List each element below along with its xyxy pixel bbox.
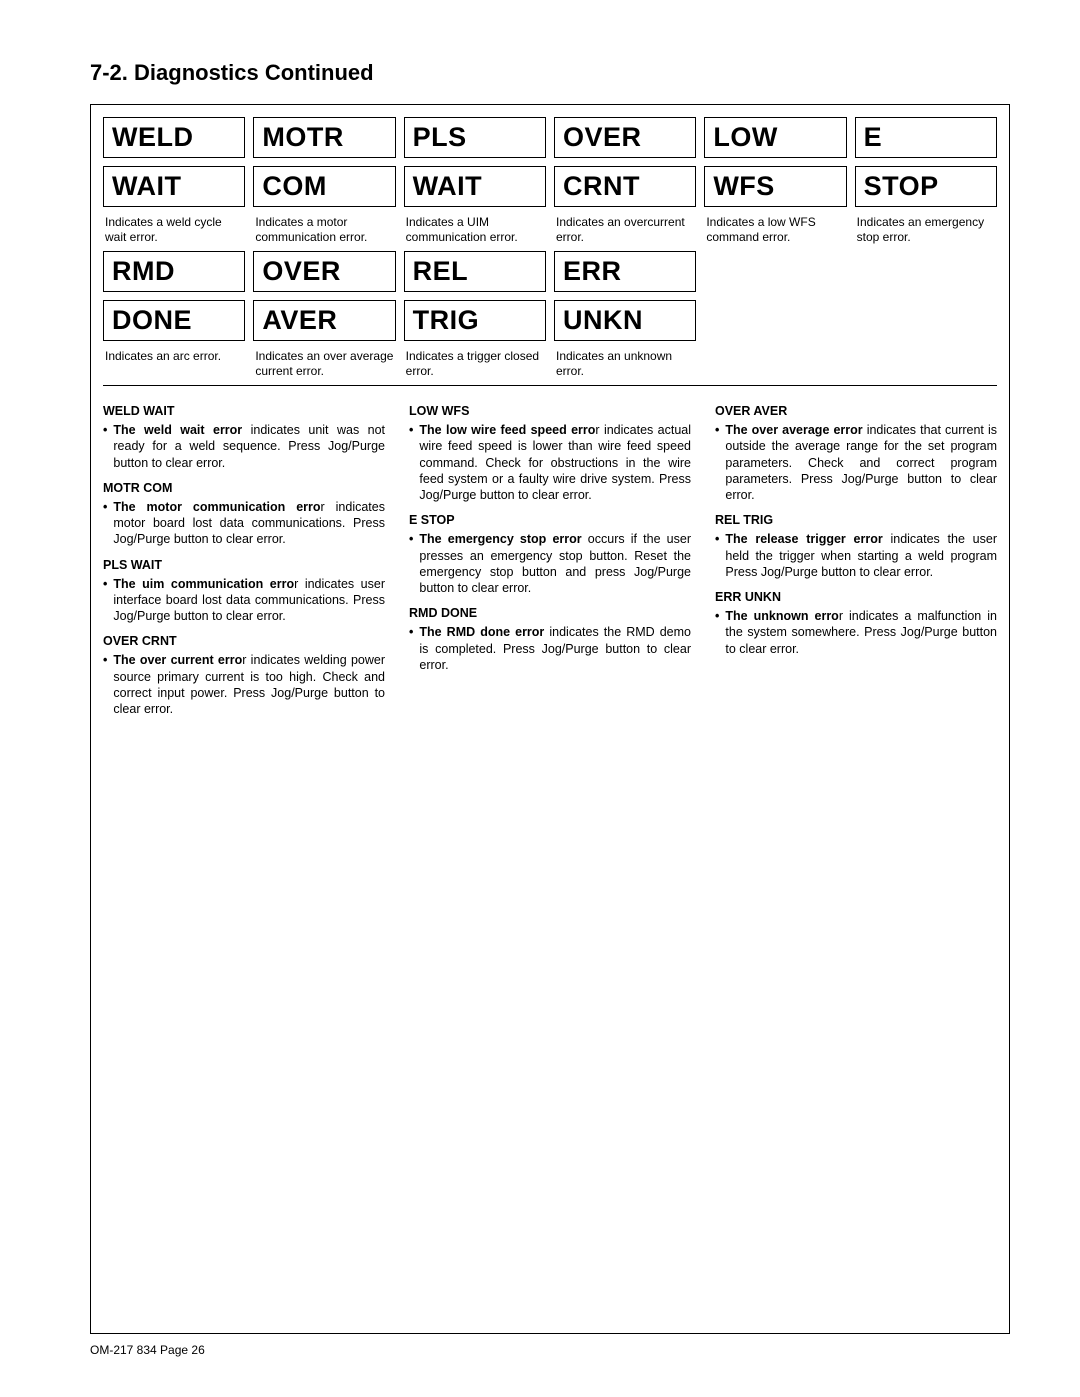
desc-body: •The weld wait error indicates unit was … bbox=[103, 422, 385, 471]
desc-item: PLS WAIT •The uim communication error in… bbox=[103, 558, 385, 625]
bullet-icon: • bbox=[103, 576, 107, 625]
code-box-bottom: COM bbox=[253, 166, 395, 207]
code-cell: WELD WAIT Indicates a weld cycle wait er… bbox=[103, 117, 245, 245]
desc-item: MOTR COM •The motor communication error … bbox=[103, 481, 385, 548]
desc-heading: ERR UNKN bbox=[715, 590, 997, 604]
desc-body: •The over current error indicates weldin… bbox=[103, 652, 385, 717]
desc-item: ERR UNKN •The unknown error indicates a … bbox=[715, 590, 997, 657]
code-caption: Indicates an over average current error. bbox=[253, 349, 395, 379]
bullet-icon: • bbox=[103, 652, 107, 717]
code-box-top: OVER bbox=[554, 117, 696, 158]
description-columns: WELD WAIT •The weld wait error indicates… bbox=[103, 404, 997, 727]
desc-heading: WELD WAIT bbox=[103, 404, 385, 418]
code-box-bottom: DONE bbox=[103, 300, 245, 341]
code-cell: RMD DONE Indicates an arc error. bbox=[103, 251, 245, 379]
code-box-top: MOTR bbox=[253, 117, 395, 158]
code-box-bottom: TRIG bbox=[404, 300, 546, 341]
code-box-bottom: WFS bbox=[704, 166, 846, 207]
code-caption: Indicates a low WFS command error. bbox=[704, 215, 846, 245]
bullet-icon: • bbox=[715, 608, 719, 657]
code-box-top: ERR bbox=[554, 251, 696, 292]
code-grid-row-2: RMD DONE Indicates an arc error. OVER AV… bbox=[103, 251, 997, 379]
desc-item: RMD DONE •The RMD done error indicates t… bbox=[409, 606, 691, 673]
desc-column-1: WELD WAIT •The weld wait error indicates… bbox=[103, 404, 385, 727]
bullet-icon: • bbox=[715, 422, 719, 503]
code-cell-empty bbox=[855, 251, 997, 379]
desc-item: OVER CRNT •The over current error indica… bbox=[103, 634, 385, 717]
code-box-top: WELD bbox=[103, 117, 245, 158]
desc-body: •The low wire feed speed error indicates… bbox=[409, 422, 691, 503]
desc-body: •The over average error indicates that c… bbox=[715, 422, 997, 503]
desc-body: •The unknown error indicates a malfuncti… bbox=[715, 608, 997, 657]
desc-item: REL TRIG •The release trigger error indi… bbox=[715, 513, 997, 580]
desc-item: E STOP •The emergency stop error occurs … bbox=[409, 513, 691, 596]
page-footer: OM-217 834 Page 26 bbox=[90, 1343, 205, 1357]
code-cell: OVER AVER Indicates an over average curr… bbox=[253, 251, 395, 379]
desc-heading: E STOP bbox=[409, 513, 691, 527]
desc-heading: LOW WFS bbox=[409, 404, 691, 418]
bullet-icon: • bbox=[409, 422, 413, 503]
code-grid-row-1: WELD WAIT Indicates a weld cycle wait er… bbox=[103, 117, 997, 245]
desc-item: LOW WFS •The low wire feed speed error i… bbox=[409, 404, 691, 503]
desc-column-2: LOW WFS •The low wire feed speed error i… bbox=[409, 404, 691, 727]
desc-body: •The emergency stop error occurs if the … bbox=[409, 531, 691, 596]
bullet-icon: • bbox=[715, 531, 719, 580]
desc-item: WELD WAIT •The weld wait error indicates… bbox=[103, 404, 385, 471]
section-divider bbox=[103, 385, 997, 386]
main-content-box: WELD WAIT Indicates a weld cycle wait er… bbox=[90, 104, 1010, 1334]
desc-body: •The RMD done error indicates the RMD de… bbox=[409, 624, 691, 673]
code-box-top: E bbox=[855, 117, 997, 158]
desc-heading: RMD DONE bbox=[409, 606, 691, 620]
code-box-top: LOW bbox=[704, 117, 846, 158]
desc-heading: OVER AVER bbox=[715, 404, 997, 418]
code-box-bottom: AVER bbox=[253, 300, 395, 341]
bullet-icon: • bbox=[409, 624, 413, 673]
bullet-icon: • bbox=[409, 531, 413, 596]
desc-body: •The motor communication error indicates… bbox=[103, 499, 385, 548]
code-caption: Indicates an overcurrent error. bbox=[554, 215, 696, 245]
section-title: 7-2. Diagnostics Continued bbox=[90, 60, 1010, 86]
desc-heading: MOTR COM bbox=[103, 481, 385, 495]
code-cell: REL TRIG Indicates a trigger closed erro… bbox=[404, 251, 546, 379]
code-cell: PLS WAIT Indicates a UIM communication e… bbox=[404, 117, 546, 245]
desc-body: •The release trigger error indicates the… bbox=[715, 531, 997, 580]
code-cell: LOW WFS Indicates a low WFS command erro… bbox=[704, 117, 846, 245]
code-box-bottom: WAIT bbox=[404, 166, 546, 207]
code-cell: E STOP Indicates an emergency stop error… bbox=[855, 117, 997, 245]
desc-body: •The uim communication error indicates u… bbox=[103, 576, 385, 625]
code-caption: Indicates a motor communication error. bbox=[253, 215, 395, 245]
code-box-bottom: UNKN bbox=[554, 300, 696, 341]
desc-heading: OVER CRNT bbox=[103, 634, 385, 648]
desc-column-3: OVER AVER •The over average error indica… bbox=[715, 404, 997, 727]
code-box-top: REL bbox=[404, 251, 546, 292]
code-cell: MOTR COM Indicates a motor communication… bbox=[253, 117, 395, 245]
code-cell: OVER CRNT Indicates an overcurrent error… bbox=[554, 117, 696, 245]
code-caption: Indicates a trigger closed error. bbox=[404, 349, 546, 379]
code-box-bottom: CRNT bbox=[554, 166, 696, 207]
code-box-top: RMD bbox=[103, 251, 245, 292]
code-caption: Indicates an arc error. bbox=[103, 349, 245, 379]
code-caption: Indicates an unknown error. bbox=[554, 349, 696, 379]
code-caption: Indicates a weld cycle wait error. bbox=[103, 215, 245, 245]
code-box-top: PLS bbox=[404, 117, 546, 158]
code-caption: Indicates a UIM communication error. bbox=[404, 215, 546, 245]
bullet-icon: • bbox=[103, 499, 107, 548]
code-box-top: OVER bbox=[253, 251, 395, 292]
desc-item: OVER AVER •The over average error indica… bbox=[715, 404, 997, 503]
code-cell-empty bbox=[704, 251, 846, 379]
code-box-bottom: WAIT bbox=[103, 166, 245, 207]
code-caption: Indicates an emergency stop error. bbox=[855, 215, 997, 245]
code-cell: ERR UNKN Indicates an unknown error. bbox=[554, 251, 696, 379]
bullet-icon: • bbox=[103, 422, 107, 471]
desc-heading: PLS WAIT bbox=[103, 558, 385, 572]
desc-heading: REL TRIG bbox=[715, 513, 997, 527]
code-box-bottom: STOP bbox=[855, 166, 997, 207]
